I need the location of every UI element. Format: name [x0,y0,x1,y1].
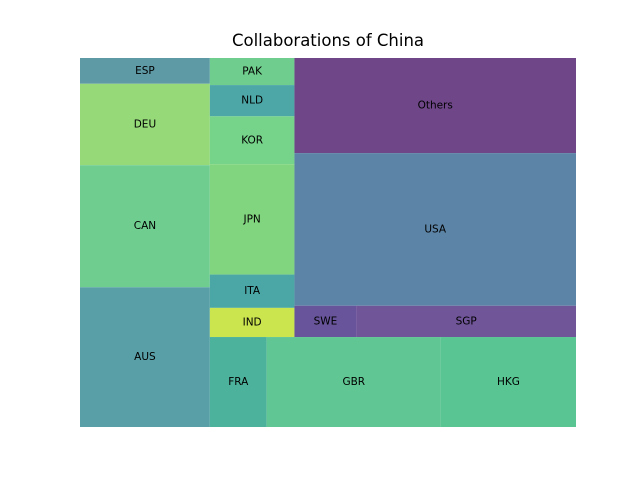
treemap-tile-swe [294,305,357,338]
treemap-tile-hkg [440,337,576,427]
tile-label-fra: FRA [228,376,249,388]
treemap-tile-aus [80,287,210,427]
treemap-tile-kor [209,116,295,165]
treemap-tile-ita [209,274,295,308]
tile-label-swe: SWE [314,315,338,327]
tile-label-gbr: GBR [342,376,365,388]
treemap-tile-sgp [356,305,576,338]
treemap-tile-fra [209,337,267,427]
tile-label-others: Others [418,100,453,112]
treemap-tile-ind [209,307,295,338]
tile-label-nld: NLD [241,95,263,107]
treemap-tile-esp [80,58,210,84]
tile-label-usa: USA [424,223,447,235]
treemap-tile-can [80,165,210,288]
tile-label-sgp: SGP [456,315,477,327]
treemap-tile-gbr [266,337,441,427]
treemap-tile-deu [80,83,210,166]
tile-label-esp: ESP [135,65,155,77]
tile-label-can: CAN [134,220,156,232]
tile-label-deu: DEU [134,118,156,130]
tile-label-hkg: HKG [497,376,520,388]
treemap-tile-others [294,58,576,154]
tile-label-ind: IND [243,316,262,328]
treemap-tile-pak [209,58,295,86]
tile-label-pak: PAK [242,66,263,78]
tile-label-ita: ITA [244,285,261,297]
treemap-tile-usa [294,153,576,306]
treemap-tile-jpn [209,164,295,275]
chart-title: Collaborations of China [231,31,425,50]
tile-label-kor: KOR [241,134,263,146]
treemap-tile-nld [209,85,295,117]
tile-label-aus: AUS [134,351,156,363]
tile-label-jpn: JPN [242,213,260,225]
